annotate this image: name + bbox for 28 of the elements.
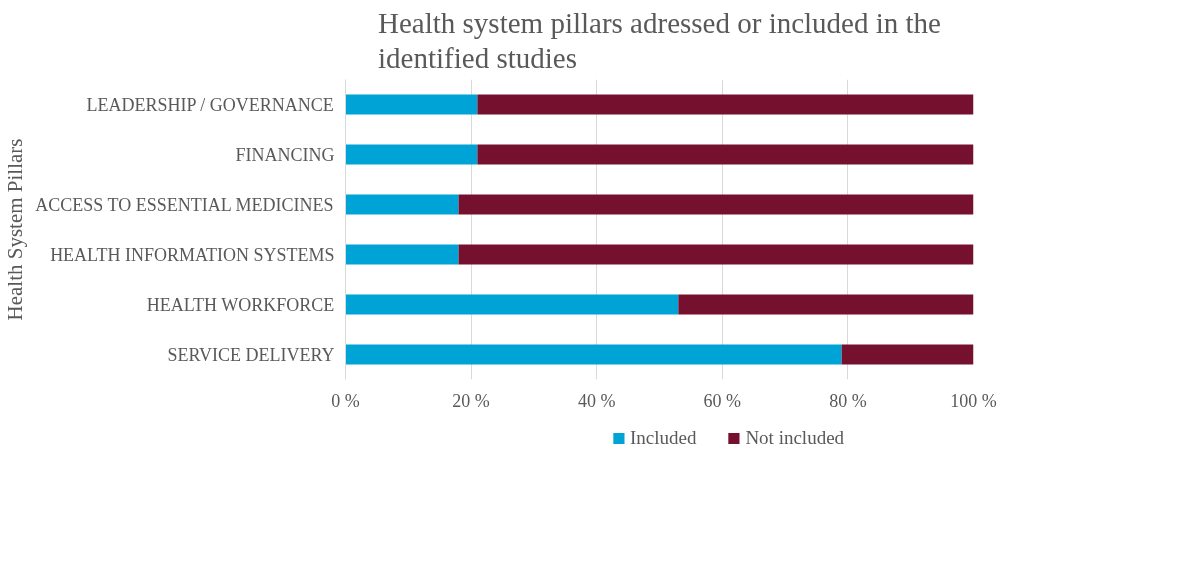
bar <box>345 194 459 215</box>
y-tick-label: ACCESS TO ESSENTIAL MEDICINES <box>35 194 334 215</box>
y-tick-label: SERVICE DELIVERY <box>167 344 335 365</box>
x-tick-label: 20 % <box>452 390 490 411</box>
legend-label: Not included <box>745 427 845 449</box>
bar <box>345 94 478 115</box>
bar <box>345 294 679 315</box>
bar <box>345 344 842 365</box>
bar <box>345 244 459 265</box>
x-tick-label: 40 % <box>577 390 616 411</box>
y-tick-label: LEADERSHIP / GOVERNANCE <box>86 94 334 115</box>
bar <box>477 94 974 115</box>
chart-title: Health system pillars adressed or included in the identified studies <box>378 7 941 75</box>
x-tick-label: 0 % <box>331 390 360 411</box>
bar <box>841 344 974 365</box>
bar <box>345 144 478 165</box>
y-tick-label: HEALTH WORKFORCE <box>146 294 335 315</box>
x-tick-label: 80 % <box>829 390 867 411</box>
x-tick-label: 100 % <box>950 390 997 411</box>
x-tick-label: 60 % <box>703 390 742 411</box>
y-tick-label: FINANCING <box>235 144 335 165</box>
y-axis-title: Health System Pillars <box>3 138 28 321</box>
legend-label: Included <box>629 427 697 449</box>
bar <box>458 194 974 215</box>
y-tick-label: HEALTH INFORMATION SYSTEMS <box>50 244 335 265</box>
bar <box>458 244 974 265</box>
bar <box>678 294 974 315</box>
bar <box>477 144 974 165</box>
